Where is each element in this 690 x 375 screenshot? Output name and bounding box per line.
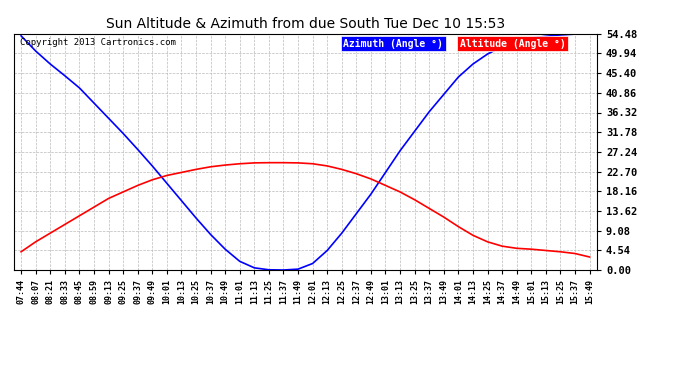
Text: Azimuth (Angle °): Azimuth (Angle °) [343, 39, 443, 48]
Text: Copyright 2013 Cartronics.com: Copyright 2013 Cartronics.com [19, 39, 175, 48]
Text: Altitude (Angle °): Altitude (Angle °) [460, 39, 566, 48]
Title: Sun Altitude & Azimuth from due South Tue Dec 10 15:53: Sun Altitude & Azimuth from due South Tu… [106, 17, 505, 31]
